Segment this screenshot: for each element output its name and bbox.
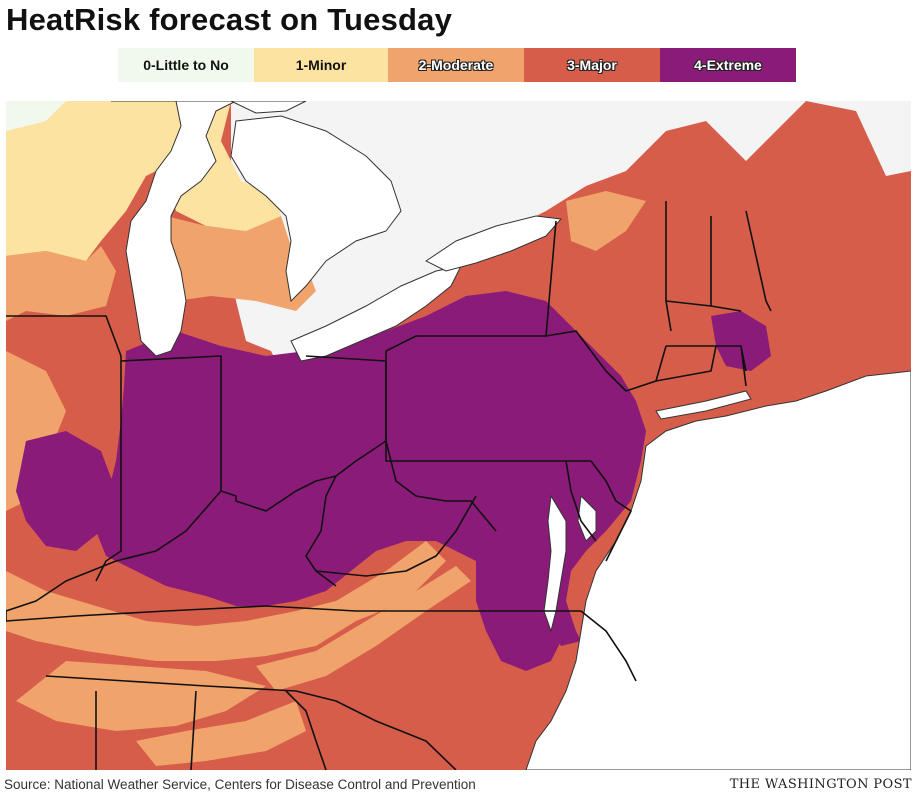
extreme-risk-indiana-west	[16, 431, 116, 551]
heatrisk-map	[6, 101, 911, 770]
delaware-bay	[577, 494, 597, 542]
lake-ontario	[425, 215, 563, 272]
moderate-risk-kentucky	[6, 541, 446, 661]
extreme-risk-new-england	[711, 311, 771, 371]
long-island-sound	[655, 390, 752, 420]
extreme-risk-ohio-valley	[96, 291, 646, 646]
legend-level-3: 3-Major	[524, 48, 660, 82]
legend-label-1: 1-Minor	[295, 57, 347, 73]
moderate-risk-south	[136, 701, 306, 766]
chesapeake-bay	[543, 494, 567, 633]
legend-label-2: 2-Moderate	[418, 57, 494, 73]
legend-level-4: 4-Extreme	[660, 48, 796, 82]
page-title: HeatRisk forecast on Tuesday	[6, 2, 453, 37]
moderate-risk-appalachia	[256, 566, 471, 691]
legend-level-1: 1-Minor	[254, 48, 388, 82]
publisher-logo: THE WASHINGTON POST	[729, 777, 912, 792]
legend-label-4: 4-Extreme	[694, 57, 762, 73]
moderate-risk-northeast	[566, 191, 646, 251]
lake-michigan	[111, 101, 237, 357]
extreme-risk-nc	[526, 631, 551, 666]
lake-superior-edge	[230, 101, 307, 114]
legend-label-0: 0-Little to No	[143, 57, 229, 73]
moderate-risk-wisconsin	[6, 246, 116, 321]
legend-level-2: 2-Moderate	[388, 48, 524, 82]
moderate-risk-michigan	[161, 216, 316, 311]
legend-label-3: 3-Major	[567, 57, 617, 73]
source-note: Source: National Weather Service, Center…	[4, 777, 476, 792]
state-borders	[6, 201, 772, 770]
heatrisk-legend: 0-Little to No 1-Minor 2-Moderate 3-Majo…	[118, 48, 796, 82]
lake-erie	[290, 265, 462, 362]
legend-level-0: 0-Little to No	[118, 48, 254, 82]
little-risk-corner	[6, 101, 66, 131]
lake-huron	[230, 115, 402, 303]
